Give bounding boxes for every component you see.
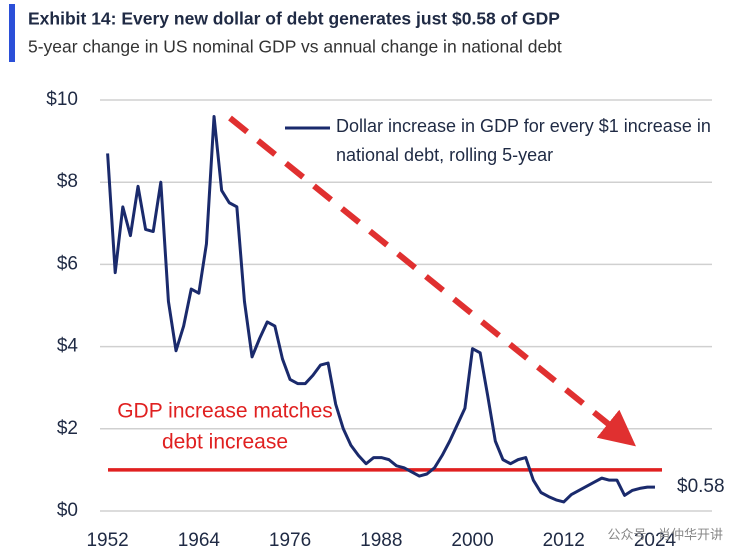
plot: $0 $2 $4 $6 $8 $10 1952 1964 1976 1988 2000 2012 202… <box>46 89 724 551</box>
y-tick-label: $6 <box>57 253 78 274</box>
y-tick-label: $10 <box>46 89 78 110</box>
series-line <box>106 114 655 504</box>
y-tick-label: $4 <box>57 336 79 357</box>
end-label: $0.58 <box>677 476 725 497</box>
x-tick-label: 1952 <box>86 530 128 551</box>
x-tick-label: 2012 <box>543 530 585 551</box>
title-accent <box>9 4 15 62</box>
watermark: 公众号 · 肖仲华开讲 <box>607 527 723 542</box>
legend: Dollar increase in GDP for every $1 incr… <box>336 112 716 170</box>
legend-label: Dollar increase in GDP for every $1 incr… <box>336 116 711 165</box>
x-tick-label: 1988 <box>360 530 402 551</box>
y-tick-label: $0 <box>57 500 78 521</box>
x-tick-label: 1976 <box>269 530 311 551</box>
reference-label: GDP increase matches <box>117 400 333 423</box>
x-tick-label: 2000 <box>451 530 493 551</box>
reference-label: debt increase <box>162 431 288 454</box>
x-tick-label: 2024 <box>634 530 677 551</box>
y-tick-label: $8 <box>57 171 78 192</box>
x-tick-label: 1964 <box>178 530 221 551</box>
trend-arrow <box>228 115 636 447</box>
y-tick-label: $2 <box>57 418 78 439</box>
chart-title: Exhibit 14: Every new dollar of debt gen… <box>28 9 560 29</box>
chart-subtitle: 5-year change in US nominal GDP vs annua… <box>28 37 562 57</box>
